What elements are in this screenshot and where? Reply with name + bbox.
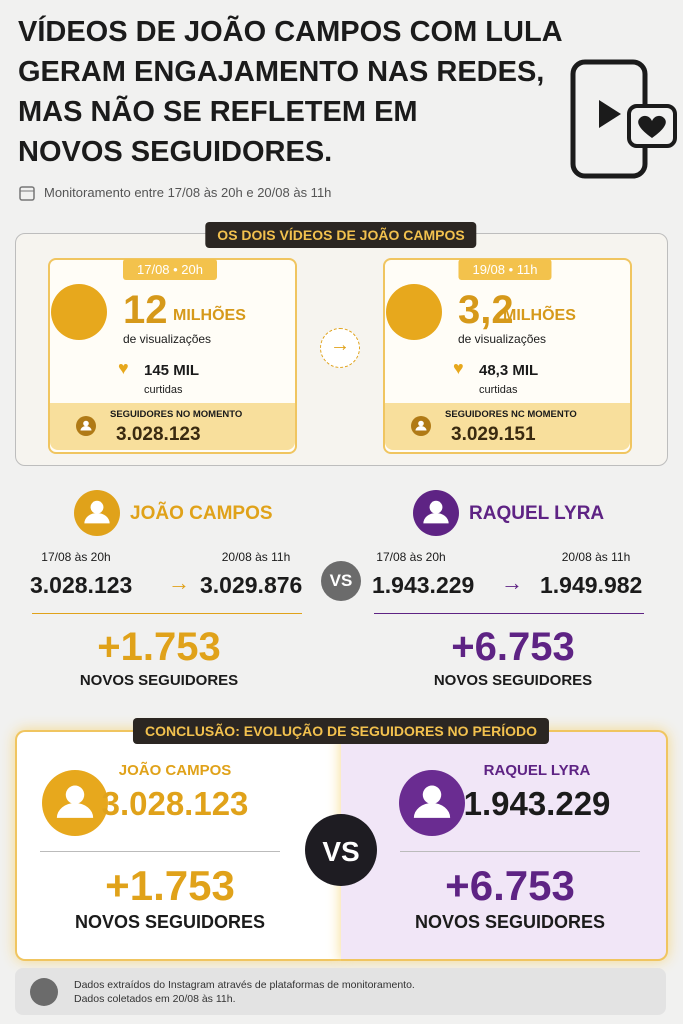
profile-icon (42, 770, 108, 836)
end: 1.949.982 (540, 572, 643, 598)
views-unit: MILHÕES (503, 307, 576, 324)
section-label: OS DOIS VÍDEOS DE JOÃO CAMPOS (205, 222, 477, 248)
gain-label: NOVOS SEGUIDORES (79, 672, 239, 689)
video-icon (51, 284, 107, 340)
period: Monitoramento entre 17/08 às 20h e 20/08… (44, 185, 332, 200)
conclusion-right (341, 730, 668, 961)
footer-line: Dados extraídos do Instagram através de … (74, 979, 415, 991)
date-pill: 17/08 • 20h (123, 259, 217, 280)
end-label: 20/08 às 11h (561, 550, 631, 564)
profile-name: RAQUEL LYRA (483, 762, 591, 779)
title-line: MAS NÃO SE REFLETEM EM (18, 96, 418, 128)
section-label: CONCLUSÃO: EVOLUÇÃO DE SEGUIDORES NO PER… (132, 718, 550, 744)
gain: +6.753 (451, 625, 575, 669)
views: 3,2 (458, 288, 514, 332)
divider (374, 613, 644, 614)
gain: +1.753 (97, 625, 221, 669)
views-label: de visualizações (458, 332, 547, 346)
start-label: 17/08 às 20h (376, 550, 446, 564)
vs-circle (305, 814, 377, 886)
divider (40, 851, 280, 852)
divider (32, 613, 302, 614)
profile-icon (76, 416, 96, 436)
likes-label: curtidas (144, 384, 183, 396)
vs-circle (321, 561, 361, 601)
followers: 1.943.229 (463, 785, 611, 822)
title: VÍDEOS DE JOÃO CAMPOS COM LULA GERAM ENG… (18, 12, 563, 172)
phone-icon (570, 59, 677, 179)
calendar-icon (19, 186, 35, 201)
end-label: 20/08 às 11h (221, 550, 291, 564)
gain-label: NOVOS SEGUIDORES (74, 912, 266, 932)
heart: ♥ (118, 358, 129, 378)
end: 3.029.876 (200, 572, 303, 598)
gain-label: NOVOS SEGUIDORES (414, 912, 606, 932)
footer-line: Dados coletados em 20/08 às 11h. (74, 993, 236, 1005)
followers: 3.028.123 (101, 785, 249, 822)
views: 12 (123, 288, 168, 332)
arrow: → (330, 334, 350, 356)
vs: VS (329, 571, 353, 590)
profile-name: RAQUEL LYRA (469, 503, 605, 524)
arrow-circle (320, 328, 360, 368)
footer: Dados extraídos do Instagram através de … (74, 978, 415, 1006)
likes-label: curtidas (479, 384, 518, 396)
views-unit: MILHÕES (173, 307, 246, 324)
start: 1.943.229 (372, 572, 475, 598)
arrow: → (168, 570, 190, 595)
footer-box (15, 968, 666, 1015)
chart-icon (30, 978, 58, 1006)
likes: 145 MIL (144, 362, 200, 379)
date-pill: 19/08 • 11h (458, 259, 552, 280)
start: 3.028.123 (30, 572, 133, 598)
title-line: GERAM ENGAJAMENTO NAS REDES, (18, 56, 545, 88)
profile-name: JOÃO CAMPOS (130, 503, 273, 524)
profile-icon (74, 490, 120, 536)
followers-label: SEGUIDORES NO MOMENTO (110, 409, 243, 420)
divider (400, 851, 640, 852)
followers: 3.028.123 (116, 424, 201, 445)
title-line: VÍDEOS DE JOÃO CAMPOS COM LULA (18, 16, 563, 48)
likes: 48,3 MIL (479, 362, 539, 379)
gain: +1.753 (105, 862, 235, 909)
video-icon (386, 284, 442, 340)
followers: 3.029.151 (451, 424, 536, 445)
profile-icon (399, 770, 465, 836)
heart: ♥ (453, 358, 464, 378)
profile-icon (411, 416, 431, 436)
gain: +6.753 (445, 862, 575, 909)
profile-name: JOÃO CAMPOS (118, 762, 232, 779)
title-line: NOVOS SEGUIDORES. (18, 136, 333, 168)
vs: VS (322, 836, 360, 867)
gain-label: NOVOS SEGUIDORES (433, 672, 593, 689)
followers-label: SEGUIDORES NC MOMENTO (445, 409, 577, 420)
arrow: → (501, 570, 523, 595)
start-label: 17/08 às 20h (41, 550, 111, 564)
profile-icon (413, 490, 459, 536)
views-label: de visualizações (123, 332, 212, 346)
